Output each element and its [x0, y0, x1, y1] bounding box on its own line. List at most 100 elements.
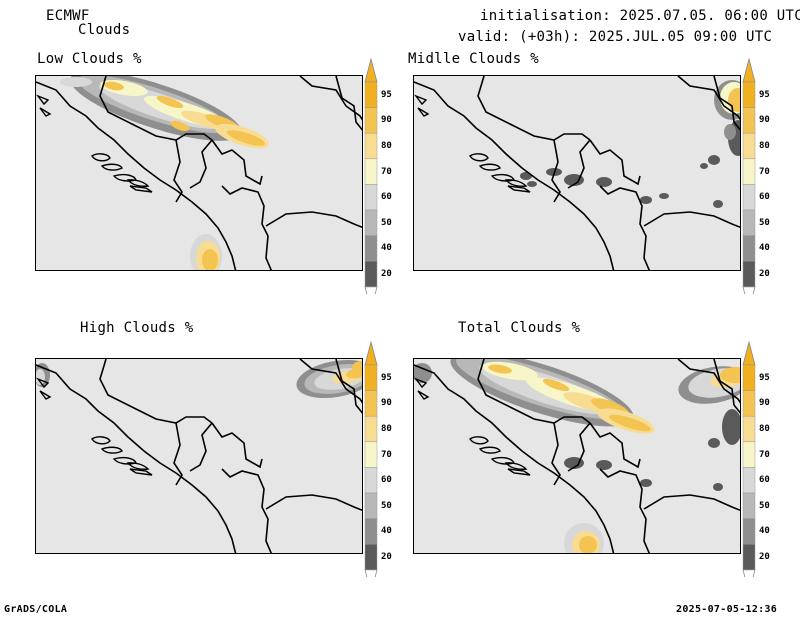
colorbar-label: 60 — [759, 475, 770, 486]
colorbar-step — [364, 492, 378, 519]
map-panel-high — [35, 358, 363, 554]
country-border — [211, 139, 263, 186]
colorbar-step — [742, 492, 756, 519]
colorbar-step — [742, 543, 756, 571]
colorbar-step — [742, 441, 756, 468]
country-border — [599, 185, 651, 270]
colorbar-top-arrow — [364, 58, 378, 83]
footer-timestamp: 2025-07-05-12:36 — [676, 604, 778, 615]
colorbar-label: 60 — [759, 192, 770, 203]
colorbar-label: 20 — [759, 269, 770, 279]
colorbar-step — [364, 158, 378, 185]
map-panel-low — [35, 75, 363, 271]
island — [126, 462, 150, 470]
country-border — [477, 76, 591, 141]
island — [100, 163, 123, 171]
colorbar-step — [364, 209, 378, 236]
cloud-cover-area — [202, 249, 218, 270]
colorbar-label: 90 — [381, 115, 392, 126]
cloud-cover-area — [60, 77, 92, 87]
colorbar-low: 95 90 80 70 60 50 40 20 — [364, 58, 408, 298]
colorbar-step — [742, 415, 756, 443]
cloud-cover-area — [640, 479, 652, 487]
coastline — [36, 81, 237, 270]
colorbar-top-arrow — [364, 341, 378, 366]
colorbar-step — [742, 132, 756, 160]
colorbar-label: 20 — [381, 269, 392, 279]
panel-title-low: Low Clouds % — [37, 51, 142, 67]
colorbar-bottom-arrow — [364, 286, 378, 294]
colorbar-label: 95 — [759, 372, 770, 383]
model-label: ECMWF — [46, 8, 90, 24]
colorbar-step — [364, 260, 378, 288]
colorbar-step — [364, 107, 378, 134]
cloud-cover-area — [609, 414, 651, 432]
country-border — [599, 468, 651, 553]
cloud-cover-area — [720, 367, 740, 383]
colorbar-label: 95 — [759, 89, 770, 100]
colorbar-step — [742, 184, 756, 211]
country-border — [99, 76, 213, 141]
country-border — [335, 76, 362, 131]
initialisation-text: initialisation: 2025.07.05. 06:00 UTC — [480, 8, 800, 24]
colorbar-total: 95 90 80 70 60 50 40 20 — [742, 341, 786, 581]
valid-time-text: valid: (+03h): 2025.JUL.05 09:00 UTC — [458, 29, 773, 45]
colorbar-bottom-arrow — [364, 569, 378, 577]
island — [39, 390, 52, 400]
country-border — [567, 422, 591, 472]
colorbar-label: 20 — [381, 552, 392, 562]
colorbar-step — [364, 81, 378, 108]
cloud-cover-area — [226, 130, 266, 146]
country-border — [567, 139, 591, 189]
cloud-cover-area — [527, 181, 537, 187]
country-border — [713, 76, 740, 131]
cloud-cover-area — [579, 536, 597, 553]
colorbar-step — [742, 81, 756, 108]
panel-title-middle: Midlle Clouds % — [408, 51, 539, 67]
colorbar-label: 70 — [759, 166, 770, 177]
cloud-cover-area — [104, 81, 124, 91]
colorbar-bottom-arrow — [742, 569, 756, 577]
colorbar-step — [742, 209, 756, 236]
colorbar-label: 60 — [381, 192, 392, 203]
colorbar-graphic — [742, 341, 756, 577]
colorbar-label: 80 — [759, 141, 770, 151]
country-border — [677, 359, 740, 404]
cloud-cover-area — [170, 120, 190, 132]
colorbar-label: 50 — [759, 217, 770, 228]
colorbar-label: 40 — [381, 526, 392, 537]
colorbar-middle: 95 90 80 70 60 50 40 20 — [742, 58, 786, 298]
country-border — [589, 422, 641, 469]
colorbar-step — [364, 235, 378, 262]
island — [91, 436, 111, 445]
colorbar-label: 60 — [381, 475, 392, 486]
colorbar-step — [742, 467, 756, 494]
coastline — [36, 364, 237, 553]
cloud-cover-area — [659, 193, 669, 199]
cloud-cover-area — [542, 378, 570, 392]
cloud-cover-area — [346, 367, 362, 379]
colorbar-step — [364, 132, 378, 160]
country-border — [713, 359, 740, 414]
colorbar-step — [742, 364, 756, 391]
cloud-cover-area — [724, 124, 736, 140]
colorbar-step — [364, 390, 378, 417]
coastline — [414, 81, 615, 270]
colorbar-step — [364, 467, 378, 494]
colorbar-label: 70 — [759, 449, 770, 460]
footer-software: GrADS/COLA — [4, 604, 68, 615]
colorbar-graphic — [742, 58, 756, 294]
colorbar-label: 50 — [381, 217, 392, 228]
island — [417, 107, 430, 117]
cloud-cover-area — [564, 174, 584, 186]
colorbar-step — [742, 390, 756, 417]
colorbar-label: 40 — [759, 243, 770, 254]
colorbar-label: 40 — [381, 243, 392, 254]
country-border — [299, 359, 362, 404]
colorbar-label: 80 — [381, 141, 392, 151]
colorbar-step — [364, 543, 378, 571]
colorbar-top-arrow — [742, 341, 756, 366]
country-border — [173, 139, 183, 203]
colorbar-step — [364, 441, 378, 468]
island — [36, 377, 50, 389]
